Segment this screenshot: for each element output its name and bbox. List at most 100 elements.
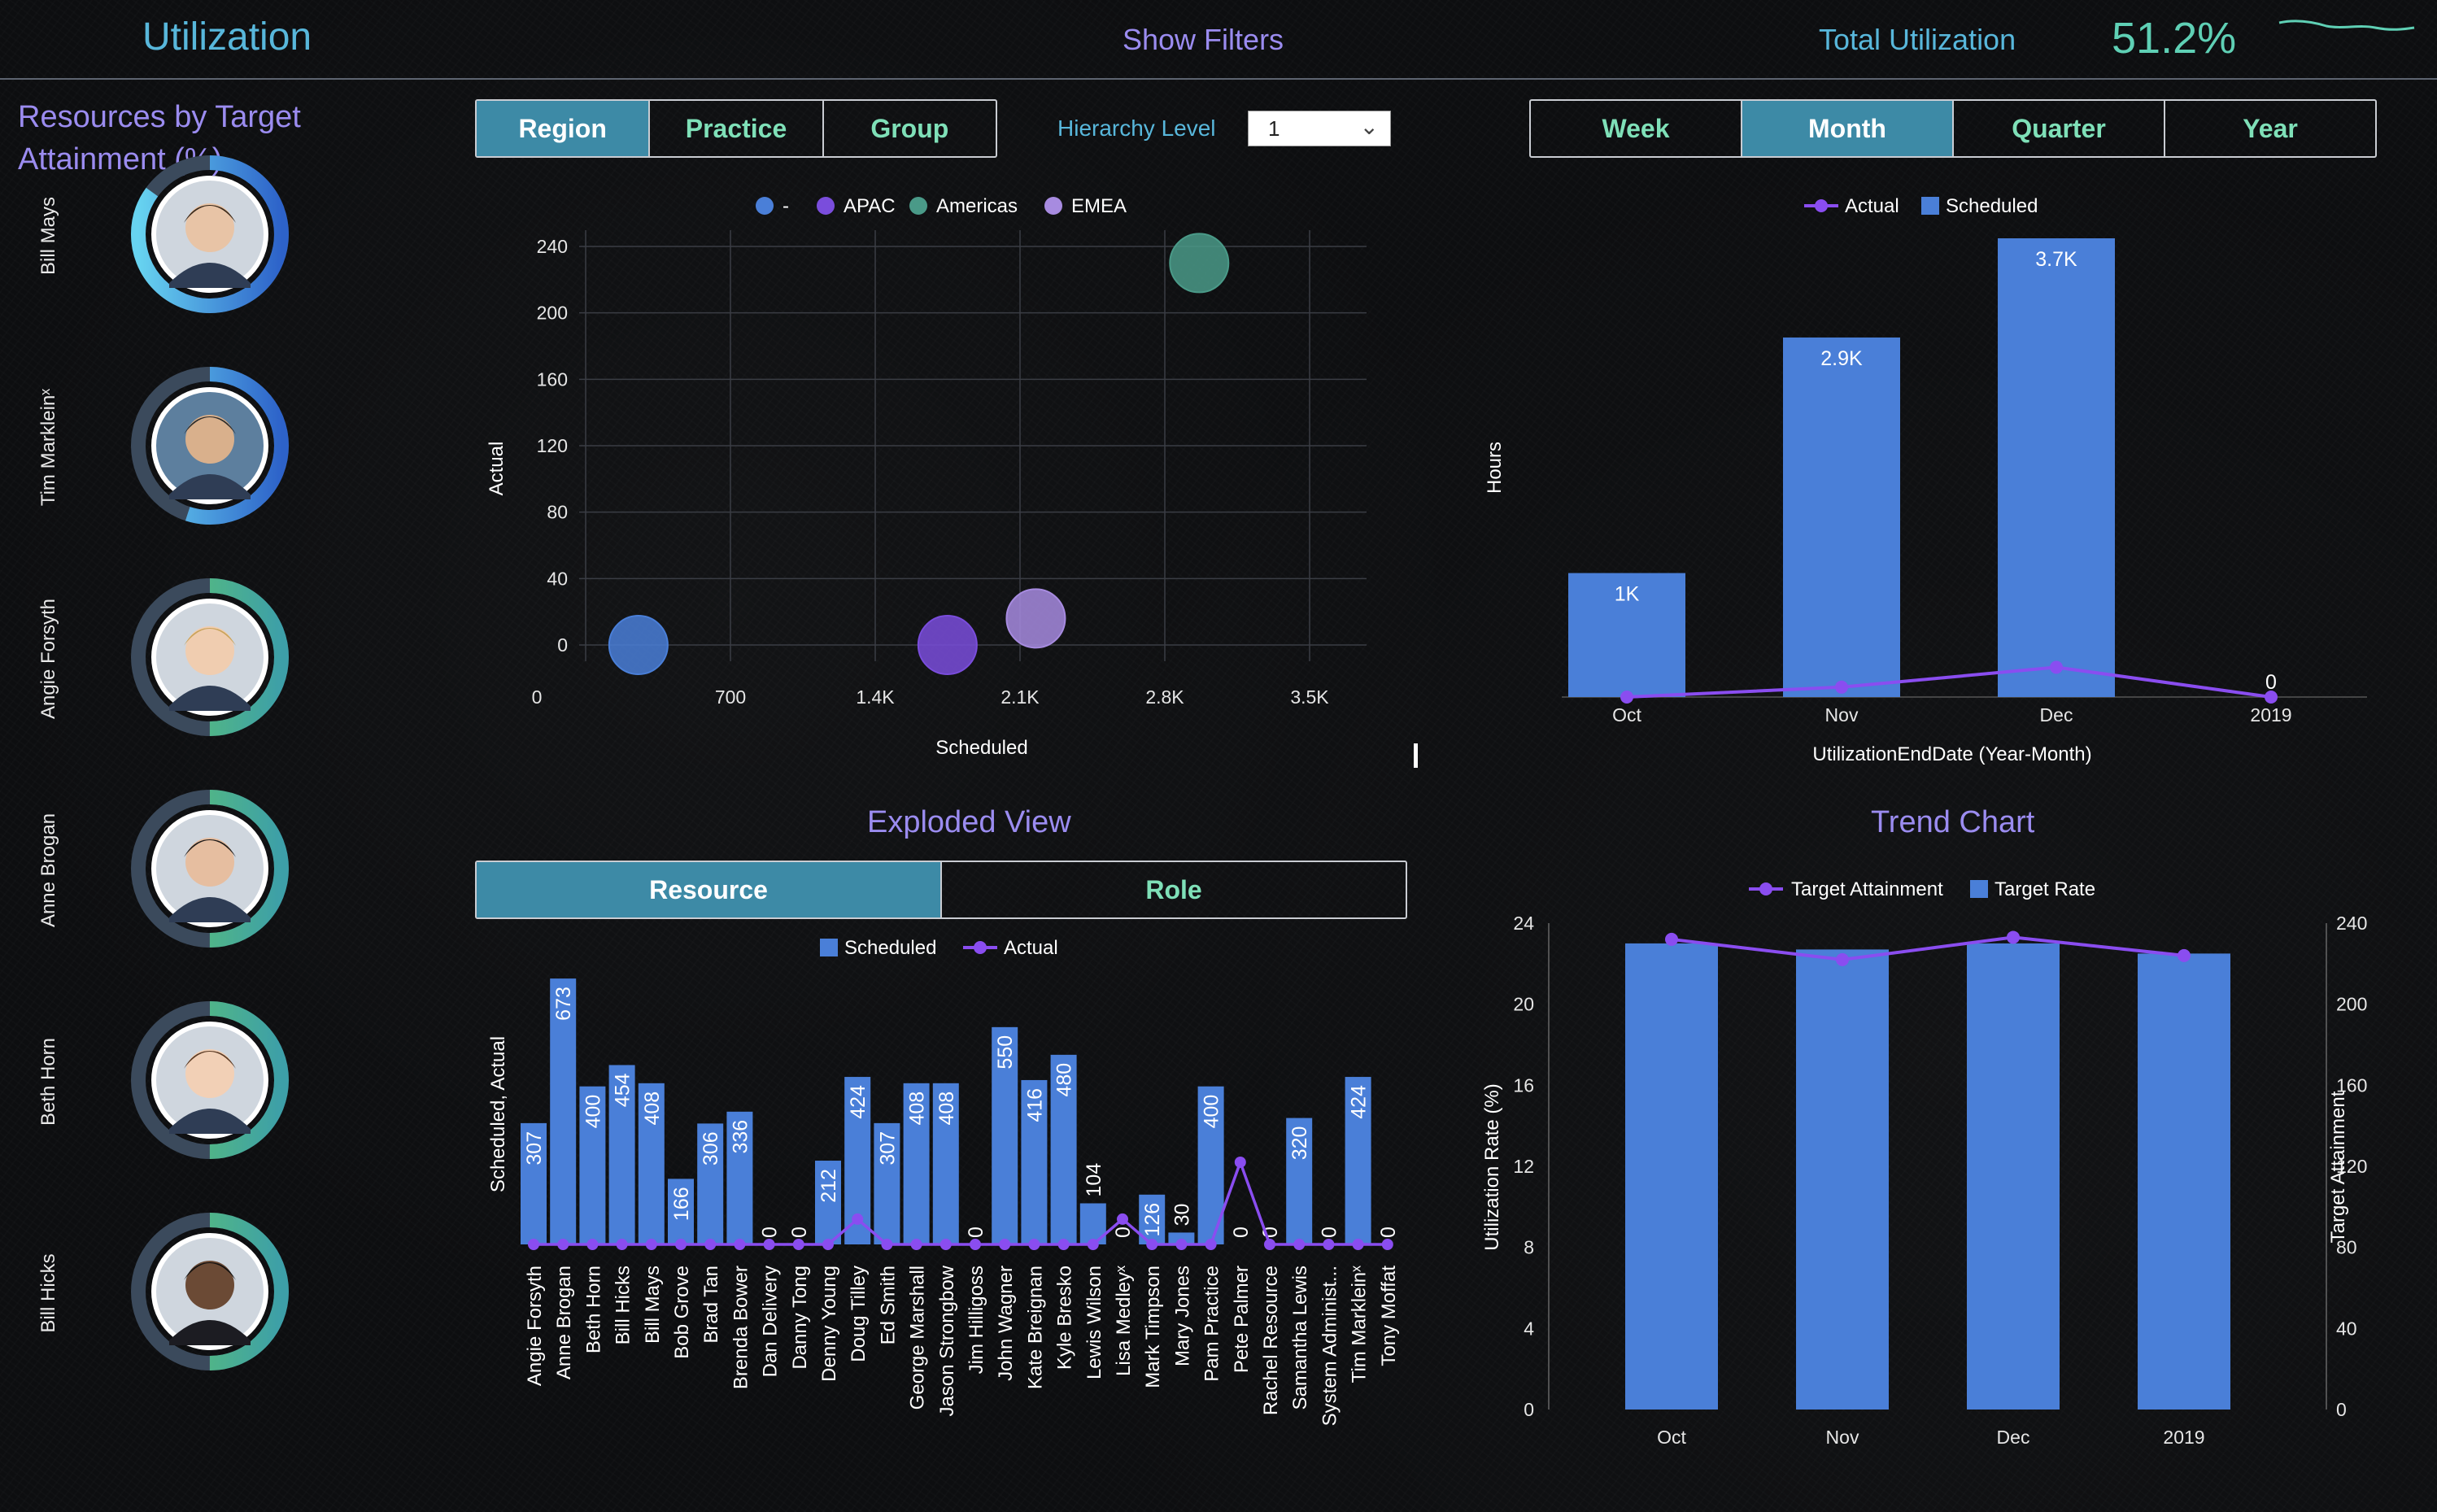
y-axis-title: Utilization Rate (%) xyxy=(1481,1083,1503,1250)
scatter-point xyxy=(917,615,978,675)
x-tick-label: Lewis Wilson xyxy=(1083,1266,1105,1379)
x-tick-label: Bill Hicks xyxy=(613,1266,634,1344)
hierarchy-level-value: 1 xyxy=(1268,116,1280,141)
resource-item[interactable]: Beth Horn xyxy=(0,976,342,1187)
scheduled-bar xyxy=(1286,1118,1313,1244)
avatar-shoulders xyxy=(169,686,251,711)
bar-value-label: 424 xyxy=(1348,1085,1371,1119)
x-tick-label: Oct xyxy=(1612,704,1641,725)
y-tick-label: 0 xyxy=(557,634,568,656)
avatar-shoulders xyxy=(169,474,251,499)
resource-item[interactable]: Bill Hicks xyxy=(0,1187,342,1399)
legend-marker xyxy=(1759,882,1772,895)
resource-item[interactable]: Tim Markleinˣ xyxy=(0,342,342,553)
bar-value-label: 550 xyxy=(994,1035,1017,1070)
avatar-hair xyxy=(184,416,236,434)
bar-value-label: 0 xyxy=(1318,1227,1341,1238)
y2-tick-label: 80 xyxy=(2336,1237,2357,1258)
actual-point xyxy=(2050,660,2063,674)
header-bar: Utilization Show Filters Total Utilizati… xyxy=(0,0,2437,80)
x-tick-label: Lisa Medleyˣ xyxy=(1113,1266,1135,1376)
resource-item[interactable]: Bill Mays xyxy=(0,130,342,342)
bar-value-label: 400 xyxy=(582,1095,604,1129)
bar-value-label: 0 xyxy=(759,1227,782,1238)
scatter-chart: - APAC Americas EMEA 0 40 80 120 160 200 240 0 700 1.… xyxy=(486,195,1367,759)
y-tick-label: 120 xyxy=(537,435,568,456)
actual-point xyxy=(1028,1239,1040,1250)
legend-label: Scheduled xyxy=(844,937,936,959)
legend-swatch xyxy=(1044,197,1062,215)
y-tick-label: 200 xyxy=(537,303,568,324)
scatter-point xyxy=(1005,588,1066,649)
x-tick-label: Pam Practice xyxy=(1201,1266,1223,1382)
show-filters-button[interactable]: Show Filters xyxy=(1123,23,1284,56)
x-axis-title: Scheduled xyxy=(935,737,1027,759)
x-tick-label: Brad Tan xyxy=(700,1266,722,1344)
scatter-point xyxy=(608,615,669,675)
avatar-face xyxy=(185,838,234,887)
resource-name: Angie Forsyth xyxy=(37,598,59,720)
x-tick-label: 3.5K xyxy=(1290,686,1329,708)
target-attainment-point xyxy=(2178,948,2191,962)
tab-group[interactable]: Group xyxy=(870,113,949,143)
actual-point xyxy=(1117,1213,1128,1225)
y-axis-title: Actual xyxy=(486,442,508,496)
tab-week[interactable]: Week xyxy=(1531,101,1742,156)
y-tick-label: 20 xyxy=(1513,994,1534,1015)
actual-point xyxy=(1205,1239,1217,1250)
x-tick-label: System Administ... xyxy=(1319,1266,1341,1426)
actual-point xyxy=(675,1239,687,1250)
actual-point xyxy=(704,1239,717,1250)
scheduled-bar xyxy=(815,1161,841,1244)
page-title: Utilization xyxy=(142,15,312,59)
tab-resource[interactable]: Resource xyxy=(477,862,942,917)
tab-year[interactable]: Year xyxy=(2243,113,2298,143)
legend-swatch xyxy=(1970,880,1988,898)
actual-point xyxy=(939,1239,952,1250)
avatar-face xyxy=(185,1049,234,1098)
bar-value-label: 424 xyxy=(847,1085,870,1119)
avatar-shoulders xyxy=(169,1320,251,1345)
tab-region[interactable]: Region xyxy=(477,101,651,156)
bar-value-label: 307 xyxy=(876,1131,899,1166)
exploded-view-chart: Scheduled Actual Scheduled, Actual 307 Angie… xyxy=(487,937,1400,1426)
tab-quarter[interactable]: Quarter xyxy=(1954,101,2165,156)
bar-value-label: 320 xyxy=(1288,1126,1311,1161)
actual-point xyxy=(645,1239,657,1250)
x-tick-label: 0 xyxy=(532,686,543,708)
resource-name: Beth Horn xyxy=(37,1037,59,1126)
scheduled-bar xyxy=(638,1083,665,1244)
x-tick-label: Dec xyxy=(1997,1427,2030,1448)
tab-month[interactable]: Month xyxy=(1742,101,1954,156)
x-tick-label: Brenda Bower xyxy=(730,1266,752,1389)
ring-progress xyxy=(131,1001,289,1159)
actual-point xyxy=(616,1239,628,1250)
bar-value-label: 336 xyxy=(729,1120,752,1154)
scheduled-bar xyxy=(697,1123,724,1244)
resource-item[interactable]: Angie Forsyth xyxy=(0,553,342,765)
bar-value-label: 0 xyxy=(1377,1227,1400,1238)
scheduled-bar xyxy=(874,1122,900,1244)
bar-value-label: 2.9K xyxy=(1820,347,1863,370)
exploded-view-title: Exploded View xyxy=(867,805,1071,839)
ring-progress xyxy=(131,578,289,736)
legend-swatch xyxy=(756,197,774,215)
tab-practice[interactable]: Practice xyxy=(650,101,824,156)
y-tick-label: 40 xyxy=(547,568,568,589)
y-axis-title: Hours xyxy=(1484,442,1506,494)
bar-value-label: 400 xyxy=(1201,1095,1223,1129)
scheduled-bar xyxy=(1998,238,2115,697)
y-tick-label: 80 xyxy=(547,502,568,523)
x-tick-label: Dan Delivery xyxy=(760,1266,782,1377)
actual-point xyxy=(1087,1239,1099,1250)
hierarchy-level-select[interactable]: 1 ⌄ xyxy=(1248,111,1391,146)
scheduled-bar xyxy=(668,1179,694,1244)
tab-role[interactable]: Role xyxy=(1145,874,1202,904)
scheduled-bar xyxy=(992,1026,1018,1244)
bar-value-label: 212 xyxy=(817,1169,840,1203)
actual-point xyxy=(792,1239,804,1250)
y2-tick-label: 240 xyxy=(2336,913,2367,934)
avatar-face xyxy=(185,203,234,252)
resource-item[interactable]: Anne Brogan xyxy=(0,765,342,976)
x-tick-label: Nov xyxy=(1826,1427,1859,1448)
